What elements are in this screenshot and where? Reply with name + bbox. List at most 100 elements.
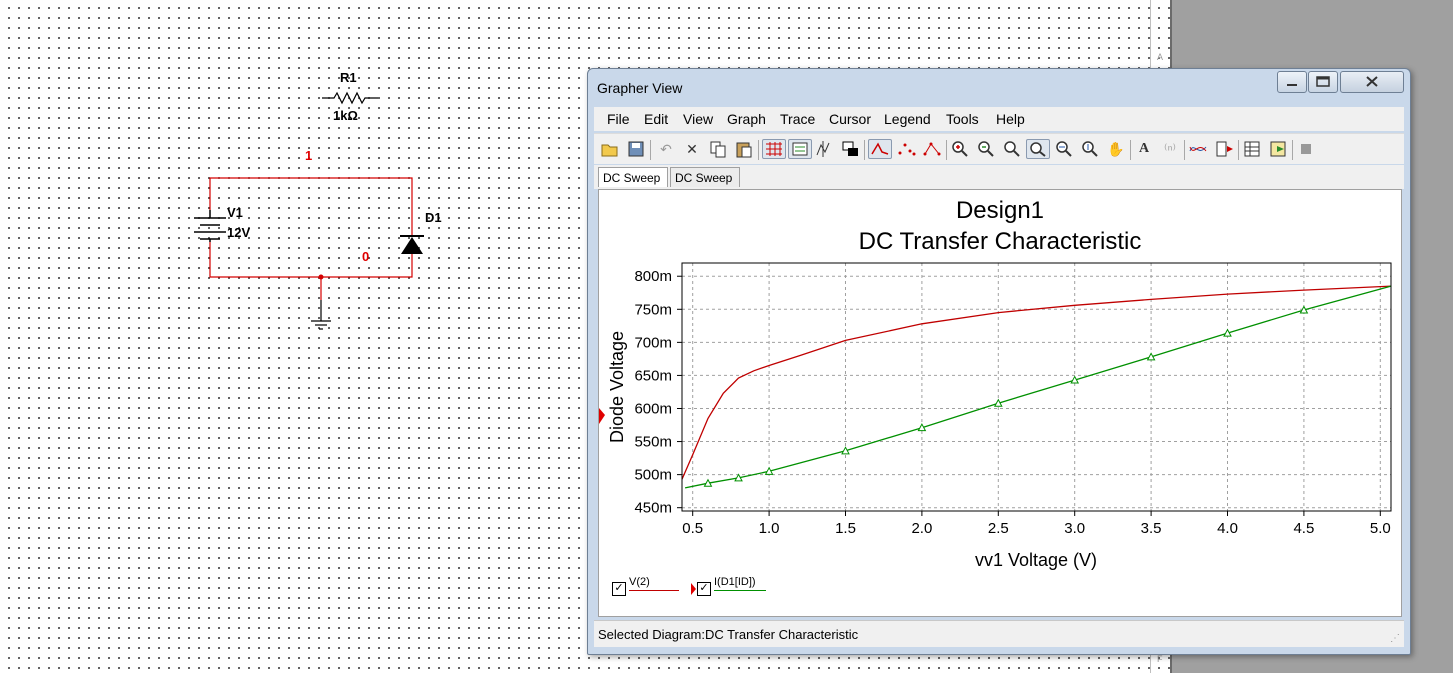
menu-view[interactable]: View bbox=[683, 111, 714, 127]
x-tick-label: 2.0 bbox=[911, 520, 932, 537]
y-tick-labels: 450m 500m 550m 600m 650m 700m 750m 800m bbox=[634, 268, 682, 517]
open-icon[interactable] bbox=[600, 139, 620, 159]
series-marker-1 bbox=[703, 478, 713, 487]
export-data-icon[interactable] bbox=[1268, 139, 1288, 159]
title-bar[interactable]: Grapher View bbox=[588, 69, 1410, 105]
resistor-r1[interactable] bbox=[322, 91, 378, 105]
zoom-full-icon[interactable] bbox=[1026, 139, 1050, 159]
legend-icon[interactable] bbox=[788, 139, 812, 159]
series-marker-1 bbox=[764, 466, 774, 475]
series-line-0[interactable] bbox=[681, 285, 1392, 480]
zoom-in-icon[interactable] bbox=[950, 139, 970, 159]
grapher-window[interactable]: Grapher View File Edit View Graph Trace … bbox=[587, 68, 1411, 655]
r1-reference: R1 bbox=[340, 70, 357, 85]
legend-label-id: I(D1[ID]) bbox=[714, 576, 756, 588]
legend-label-v2: V(2) bbox=[629, 576, 650, 588]
menu-cursor[interactable]: Cursor bbox=[829, 111, 872, 127]
menu-tools[interactable]: Tools bbox=[946, 111, 979, 127]
series-line-1[interactable] bbox=[684, 285, 1392, 489]
x-tick-label: 0.5 bbox=[682, 520, 703, 537]
series-layer bbox=[681, 285, 1392, 489]
wire-net-1[interactable] bbox=[209, 177, 413, 236]
menu-legend[interactable]: Legend bbox=[884, 111, 931, 127]
zoom-x-icon[interactable] bbox=[1054, 139, 1074, 159]
line-points-plot-icon[interactable] bbox=[922, 139, 942, 159]
v1-reference: V1 bbox=[227, 205, 243, 220]
grid-icon[interactable] bbox=[762, 139, 786, 159]
x-tick-label: 2.5 bbox=[988, 520, 1009, 537]
window-title: Grapher View bbox=[597, 80, 683, 96]
toolbar-separator bbox=[650, 140, 651, 160]
menu-file[interactable]: File bbox=[607, 111, 630, 127]
pan-hand-icon[interactable]: ✋ bbox=[1107, 141, 1125, 157]
y-tick-label: 700m bbox=[634, 334, 672, 351]
resize-grip-icon[interactable]: ⋰ bbox=[1390, 633, 1400, 644]
menu-graph[interactable]: Graph bbox=[727, 111, 766, 127]
x-tick-label: 3.0 bbox=[1064, 520, 1085, 537]
series-marker-1 bbox=[734, 473, 743, 482]
net-label-0: 0 bbox=[362, 249, 370, 264]
legend-checkbox-v2[interactable]: ✓ bbox=[612, 582, 626, 596]
toolbar-separator bbox=[864, 140, 865, 160]
battery-v1[interactable] bbox=[194, 210, 226, 242]
cut-icon[interactable]: ✕ bbox=[686, 141, 698, 157]
save-icon[interactable] bbox=[626, 139, 646, 159]
zoom-area-icon[interactable] bbox=[1002, 139, 1022, 159]
dc-transfer-chart[interactable]: Design1 DC Transfer Characteristic 0.5 1.… bbox=[599, 190, 1401, 616]
legend-selected-marker bbox=[691, 583, 696, 595]
grid-lines bbox=[682, 263, 1391, 511]
export-excel-icon[interactable] bbox=[1242, 139, 1262, 159]
text-icon[interactable]: A bbox=[1138, 141, 1150, 156]
y-tick-label: 650m bbox=[634, 367, 672, 384]
toolbar-separator bbox=[758, 140, 759, 160]
undo-icon[interactable]: ↶ bbox=[660, 141, 672, 157]
plot-panel[interactable]: Design1 DC Transfer Characteristic 0.5 1.… bbox=[598, 189, 1402, 617]
trace-properties-icon[interactable] bbox=[1214, 139, 1234, 159]
menu-bar: File Edit View Graph Trace Cursor Legend… bbox=[594, 107, 1404, 131]
toolbar-separator bbox=[1292, 140, 1293, 160]
series-marker-1 bbox=[1146, 352, 1156, 361]
line-plot-icon[interactable] bbox=[868, 139, 892, 159]
compare-traces-icon[interactable] bbox=[1188, 139, 1208, 159]
status-text: Selected Diagram:DC Transfer Characteris… bbox=[598, 627, 859, 642]
maximize-icon bbox=[1316, 76, 1330, 87]
toolbar: ↶ ✕ ✋ A ⁽ⁿ⁾ bbox=[594, 133, 1404, 164]
zoom-y-icon[interactable] bbox=[1080, 139, 1100, 159]
zoom-out-icon[interactable] bbox=[976, 139, 996, 159]
menu-trace[interactable]: Trace bbox=[780, 111, 816, 127]
cursors-icon[interactable] bbox=[814, 139, 834, 159]
toolbar-separator bbox=[946, 140, 947, 160]
x-tick-labels: 0.5 1.0 1.5 2.0 2.5 3.0 3.5 4.0 4.5 5.0 bbox=[682, 511, 1391, 537]
menu-edit[interactable]: Edit bbox=[644, 111, 669, 127]
y-tick-label: 550m bbox=[634, 434, 672, 451]
x-tick-label: 1.0 bbox=[759, 520, 780, 537]
status-bar: Selected Diagram:DC Transfer Characteris… bbox=[594, 620, 1404, 647]
x-tick-label: 4.0 bbox=[1217, 520, 1238, 537]
y-tick-label: 750m bbox=[634, 301, 672, 318]
toolbar-separator bbox=[1238, 140, 1239, 160]
ruler-tick-f: F bbox=[1157, 654, 1163, 664]
diode-d1[interactable] bbox=[400, 235, 424, 254]
maximize-button[interactable] bbox=[1308, 71, 1338, 93]
plot-frame bbox=[681, 262, 1392, 512]
points-plot-icon[interactable] bbox=[896, 139, 916, 159]
wire-net-0[interactable] bbox=[209, 242, 413, 278]
paste-icon[interactable] bbox=[734, 139, 754, 159]
ground-symbol[interactable] bbox=[311, 300, 331, 330]
label-icon[interactable]: ⁽ⁿ⁾ bbox=[1164, 141, 1176, 157]
minimize-button[interactable] bbox=[1277, 71, 1307, 93]
r1-value: 1kΩ bbox=[333, 108, 358, 123]
menu-help[interactable]: Help bbox=[996, 111, 1025, 127]
legend-line-id bbox=[714, 590, 766, 591]
d1-reference: D1 bbox=[425, 210, 442, 225]
toolbar-separator bbox=[1130, 140, 1131, 160]
tab-dc-sweep-1[interactable]: DC Sweep bbox=[598, 167, 668, 187]
stop-icon[interactable] bbox=[1296, 139, 1316, 159]
tab-dc-sweep-2[interactable]: DC Sweep bbox=[670, 167, 740, 187]
close-button[interactable] bbox=[1340, 71, 1404, 93]
legend-checkbox-id[interactable]: ✓ bbox=[697, 582, 711, 596]
x-axis-label: vv1 Voltage (V) bbox=[975, 550, 1097, 570]
x-tick-label: 1.5 bbox=[835, 520, 856, 537]
overlay-icon[interactable] bbox=[840, 139, 860, 159]
copy-icon[interactable] bbox=[708, 139, 728, 159]
